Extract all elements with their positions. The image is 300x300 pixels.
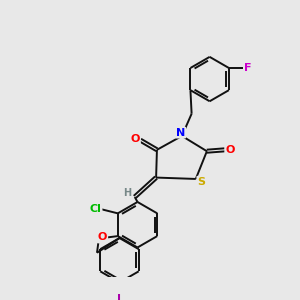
Text: H: H <box>123 188 131 198</box>
Text: O: O <box>130 134 140 144</box>
Text: N: N <box>176 128 185 138</box>
Text: S: S <box>197 177 205 187</box>
Text: O: O <box>98 232 107 242</box>
Text: I: I <box>118 293 122 300</box>
Text: O: O <box>225 145 235 155</box>
Text: F: F <box>244 63 251 73</box>
Text: Cl: Cl <box>90 204 102 214</box>
